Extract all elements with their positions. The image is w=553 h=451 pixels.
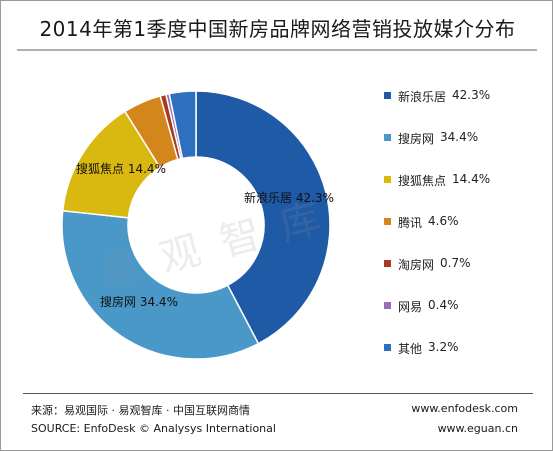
legend-swatch (384, 92, 391, 99)
legend-label: 腾讯 (398, 216, 423, 230)
chart-legend: 新浪乐居 42.3% 搜房网 34.4% 搜狐焦点 14.4% 腾讯 4.6% 淘房网 0.7% 网… (384, 88, 490, 382)
legend-value: 14.4% (452, 172, 491, 186)
legend-item-6: 网易 0.4% (384, 298, 490, 340)
slice-7 (168, 90, 197, 160)
legend-item-7: 其他 3.2% (384, 340, 490, 382)
legend-swatch (384, 260, 391, 267)
legend-value: 4.6% (428, 214, 459, 228)
legend-item-5: 淘房网 0.7% (384, 256, 490, 298)
legend-item-4: 腾讯 4.6% (384, 214, 490, 256)
slice-2 (61, 209, 260, 360)
url-enfodesk[interactable]: www.enfodesk.com (411, 402, 518, 415)
data-label-3: 搜狐焦点 14.4% (76, 161, 166, 176)
legend-value: 0.4% (428, 298, 459, 312)
legend-label: 搜房网 (398, 132, 435, 146)
legend-swatch (384, 134, 391, 141)
legend-value: 3.2% (428, 340, 459, 354)
source-cn: 来源：易观国际 · 易观智库 · 中国互联网商情 (31, 404, 250, 417)
legend-swatch (384, 218, 391, 225)
data-label-2: 搜房网 34.4% (100, 294, 178, 309)
data-label-1: 新浪乐居 42.3% (244, 190, 334, 205)
legend-swatch (384, 344, 391, 351)
legend-label: 淘房网 (398, 258, 435, 272)
footer-divider (23, 393, 533, 394)
legend-value: 42.3% (452, 88, 491, 102)
legend-item-2: 搜房网 34.4% (384, 130, 490, 172)
source-en: SOURCE: EnfoDesk © Analysys Internationa… (31, 422, 276, 435)
legend-label: 其他 (398, 342, 423, 356)
legend-value: 0.7% (440, 256, 471, 270)
url-eguan[interactable]: www.eguan.cn (437, 422, 518, 435)
legend-swatch (384, 176, 391, 183)
legend-label: 新浪乐居 (398, 90, 447, 104)
chart-title: 2014年第1季度中国新房品牌网络营销投放媒介分布 (39, 17, 516, 41)
slice-1 (195, 90, 331, 345)
legend-swatch (384, 302, 391, 309)
legend-item-1: 新浪乐居 42.3% (384, 88, 490, 130)
legend-item-3: 搜狐焦点 14.4% (384, 172, 490, 214)
legend-label: 网易 (398, 300, 423, 314)
legend-value: 34.4% (440, 130, 479, 144)
title-divider (17, 49, 537, 51)
legend-label: 搜狐焦点 (398, 174, 447, 188)
